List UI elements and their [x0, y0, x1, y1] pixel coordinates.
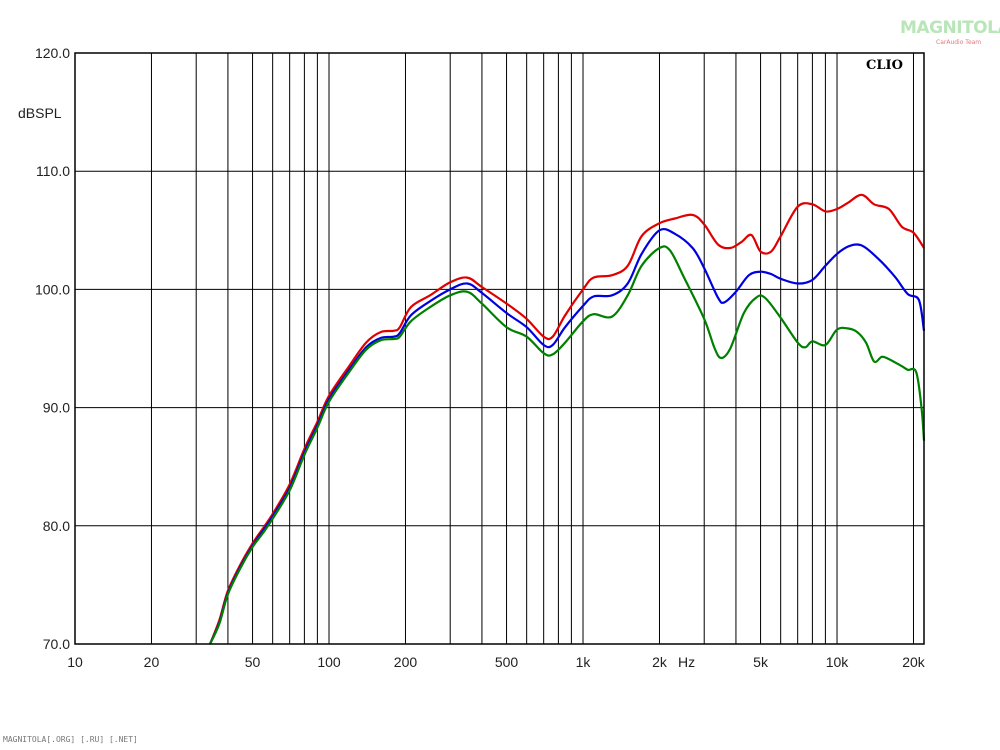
x-tick-label: 50: [245, 654, 261, 670]
x-tick-label: 200: [394, 654, 418, 670]
x-axis-unit: Hz: [678, 654, 695, 670]
watermark-logo: MAGNITOLA CarAudio Team: [900, 18, 1000, 50]
x-tick-label: 500: [495, 654, 519, 670]
watermark-subtext: CarAudio Team: [936, 39, 982, 46]
footer-text: MAGNITOLA[.ORG] [.RU] [.NET]: [3, 735, 138, 744]
y-axis-ticks: 120.0 110.0 100.0 90.0 80.0 70.0: [35, 45, 70, 652]
y-tick-label: 70.0: [43, 636, 70, 652]
y-axis-label: dBSPL: [18, 105, 62, 121]
x-tick-label: 2k: [652, 654, 668, 670]
curve-green: [209, 245, 926, 645]
y-tick-label: 120.0: [35, 45, 70, 61]
y-tick-label: 100.0: [35, 281, 70, 297]
watermark-text: MAGNITOLA: [900, 18, 1000, 38]
y-tick-label: 110.0: [36, 163, 70, 179]
x-tick-label: 10k: [826, 654, 850, 670]
x-tick-label: 100: [317, 654, 341, 670]
curves: [208, 193, 926, 645]
plot-frame: [74, 52, 925, 645]
x-axis-ticks: 10 20 50 100 200 500 1k 2k 5k 10k 20k: [67, 654, 926, 670]
y-tick-label: 80.0: [43, 518, 70, 534]
x-tick-label: 20k: [902, 654, 926, 670]
x-tick-label: 20: [144, 654, 160, 670]
x-tick-label: 5k: [753, 654, 769, 670]
x-tick-label: 10: [67, 654, 83, 670]
clio-brand-label: CLIO: [866, 58, 903, 73]
grid: [75, 53, 924, 644]
curve-red: [208, 193, 925, 645]
plot-area: [75, 53, 924, 644]
y-tick-label: 90.0: [43, 400, 70, 416]
x-tick-label: 1k: [576, 654, 592, 670]
